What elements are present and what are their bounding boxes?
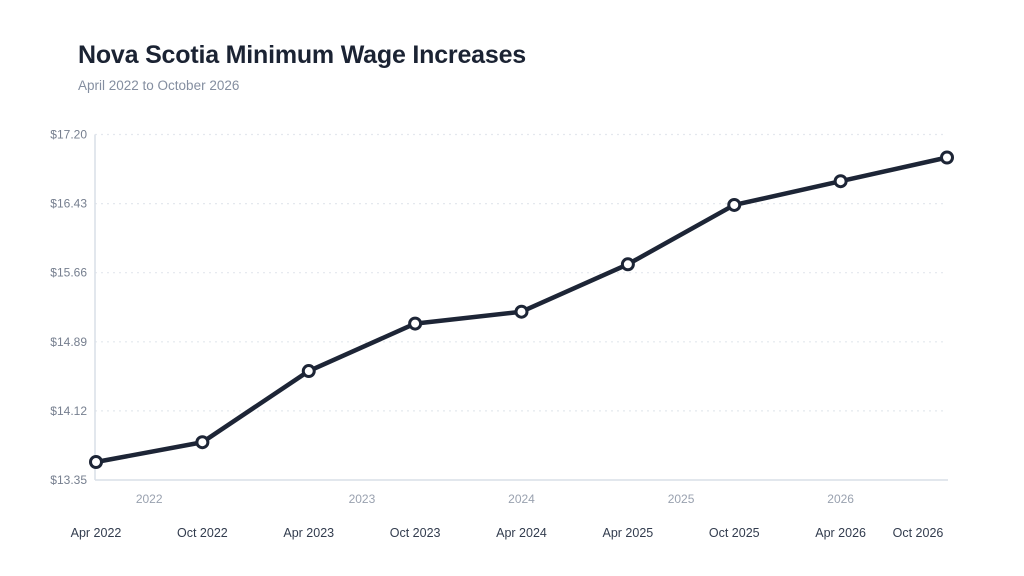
x-axis-year-labels: 2022 2023 2024 2025 2026 xyxy=(136,492,854,506)
chart-subtitle: April 2022 to October 2026 xyxy=(78,77,240,93)
data-point xyxy=(940,150,954,165)
year-label: 2024 xyxy=(508,492,535,506)
chart-title: Nova Scotia Minimum Wage Increases xyxy=(78,41,526,69)
data-point xyxy=(833,174,848,189)
y-tick-label: $13.35 xyxy=(50,473,87,487)
data-point xyxy=(89,455,103,469)
month-label: Apr 2022 xyxy=(71,526,122,540)
month-label: Oct 2023 xyxy=(390,526,441,540)
chart-header: Nova Scotia Minimum Wage Increases April… xyxy=(78,41,526,93)
y-axis-labels: $13.35 $14.12 $14.89 $15.66 $16.43 $17.20 xyxy=(50,128,87,488)
y-tick-label: $17.20 xyxy=(50,128,87,142)
data-point xyxy=(195,435,210,450)
x-axis-month-labels: Apr 2022 Oct 2022 Apr 2023 Oct 2023 Apr 2024… xyxy=(71,526,944,540)
month-label: Oct 2022 xyxy=(177,526,228,540)
year-label: 2026 xyxy=(827,492,854,506)
month-label: Apr 2023 xyxy=(283,526,334,540)
y-tick-label: $16.43 xyxy=(50,197,87,211)
month-label: Apr 2024 xyxy=(496,526,547,540)
month-label: Oct 2026 xyxy=(893,526,944,540)
year-label: 2022 xyxy=(136,492,163,506)
y-tick-label: $14.12 xyxy=(50,404,87,418)
year-label: 2025 xyxy=(668,492,695,506)
month-label: Apr 2026 xyxy=(815,526,866,540)
y-tick-label: $14.89 xyxy=(50,335,87,349)
data-point xyxy=(408,316,423,331)
month-label: Apr 2025 xyxy=(603,526,654,540)
data-point xyxy=(514,304,529,319)
y-tick-label: $15.66 xyxy=(50,266,87,280)
data-point xyxy=(727,197,742,212)
data-points xyxy=(89,150,954,469)
y-gridlines xyxy=(95,133,945,412)
year-label: 2023 xyxy=(349,492,376,506)
data-point xyxy=(620,257,635,272)
data-point xyxy=(301,364,316,379)
month-label: Oct 2025 xyxy=(709,526,760,540)
